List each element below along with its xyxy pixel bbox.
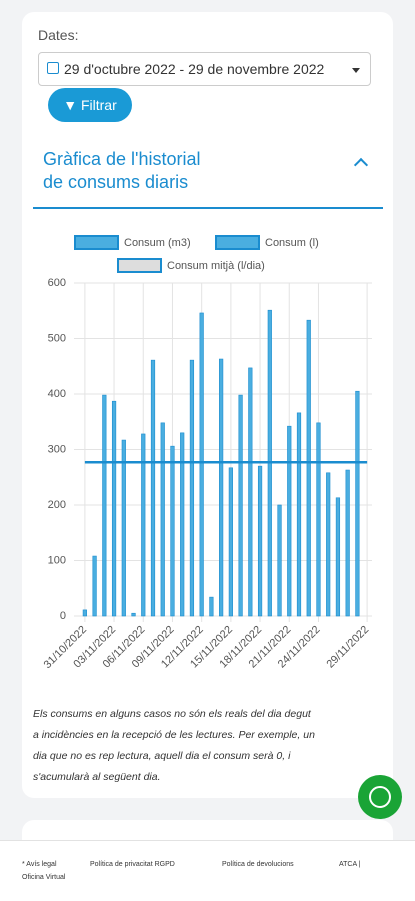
bar (287, 425, 292, 617)
section-title: Gràfica de l'historial de consums diaris (43, 148, 201, 194)
bar (345, 469, 350, 617)
legend-swatch (74, 235, 119, 250)
note-line: dia que no es rep lectura, aquell dia el… (33, 750, 291, 762)
bar (355, 390, 360, 617)
y-tick-label: 300 (48, 443, 66, 455)
whatsapp-icon (369, 786, 391, 808)
note-line: a incidències en la recepció de les lect… (33, 729, 315, 741)
bar (150, 359, 156, 617)
bar (189, 359, 195, 617)
bar (248, 367, 253, 617)
y-tick-label: 600 (48, 277, 66, 289)
legend-label: Consum (l) (265, 237, 319, 249)
y-tick-label: 500 (48, 332, 66, 344)
filter-button[interactable]: ▼ Filtrar (48, 88, 132, 122)
y-tick-label: 0 (60, 610, 66, 622)
y-tick-label: 200 (48, 499, 66, 511)
whatsapp-button[interactable] (358, 775, 402, 819)
bar (306, 319, 311, 617)
legend-label: Consum (m3) (124, 237, 191, 249)
footer-link[interactable]: Política de devolucions (222, 861, 294, 868)
bar (209, 596, 214, 617)
button-label: Filtrar (80, 97, 117, 113)
divider (33, 207, 383, 209)
bar (82, 609, 87, 617)
bar (111, 400, 117, 617)
bar (316, 422, 321, 617)
y-tick-label: 100 (48, 554, 66, 566)
bar (296, 412, 302, 617)
footer-link[interactable]: ATCA | (339, 861, 361, 868)
legend-label: Consum mitjà (l/dia) (167, 260, 265, 272)
date-select[interactable]: 29 d'octubre 2022 - 29 de novembre 2022 (38, 52, 371, 86)
footer-link[interactable]: Política de privacitat RGPD (90, 861, 175, 868)
card (22, 12, 393, 798)
bar (92, 555, 97, 617)
bar (180, 432, 185, 617)
bar (219, 358, 224, 617)
bar (199, 312, 204, 617)
bar (160, 422, 165, 617)
x-tick-label: 29/11/2022 (324, 624, 371, 671)
bar (228, 467, 233, 617)
bar (326, 472, 331, 617)
bar (170, 445, 175, 617)
caret (352, 68, 360, 77)
bar (131, 612, 136, 617)
date-range: 29 d'octubre 2022 - 29 de novembre 2022 (64, 61, 325, 77)
label: Dates: (38, 27, 79, 43)
legend-swatch (117, 258, 162, 273)
bar (141, 433, 146, 617)
note-line: Els consums en alguns casos no són els r… (33, 708, 311, 720)
bar (257, 465, 263, 617)
note-line: s'acumularà al següent dia. (33, 771, 161, 783)
bar (102, 394, 107, 617)
y-tick-label: 400 (48, 388, 66, 400)
bar (335, 497, 341, 617)
footer-link[interactable]: * Avís legal (22, 861, 57, 868)
footer: * Avís legal Política de privacitat RGPD… (0, 840, 415, 901)
bar (277, 504, 282, 617)
bar (121, 439, 126, 617)
title-line: Gràfica de l'historial (43, 149, 201, 169)
legend-swatch (215, 235, 260, 250)
calendar-icon (47, 62, 59, 74)
chart: 010020030040050060031/10/202203/11/20220… (42, 235, 372, 671)
footer-link[interactable]: Oficina Virtual (22, 874, 66, 881)
title-line: de consums diaris (43, 172, 189, 192)
note: Els consums en alguns casos no són els r… (33, 704, 315, 788)
bar (238, 394, 243, 617)
